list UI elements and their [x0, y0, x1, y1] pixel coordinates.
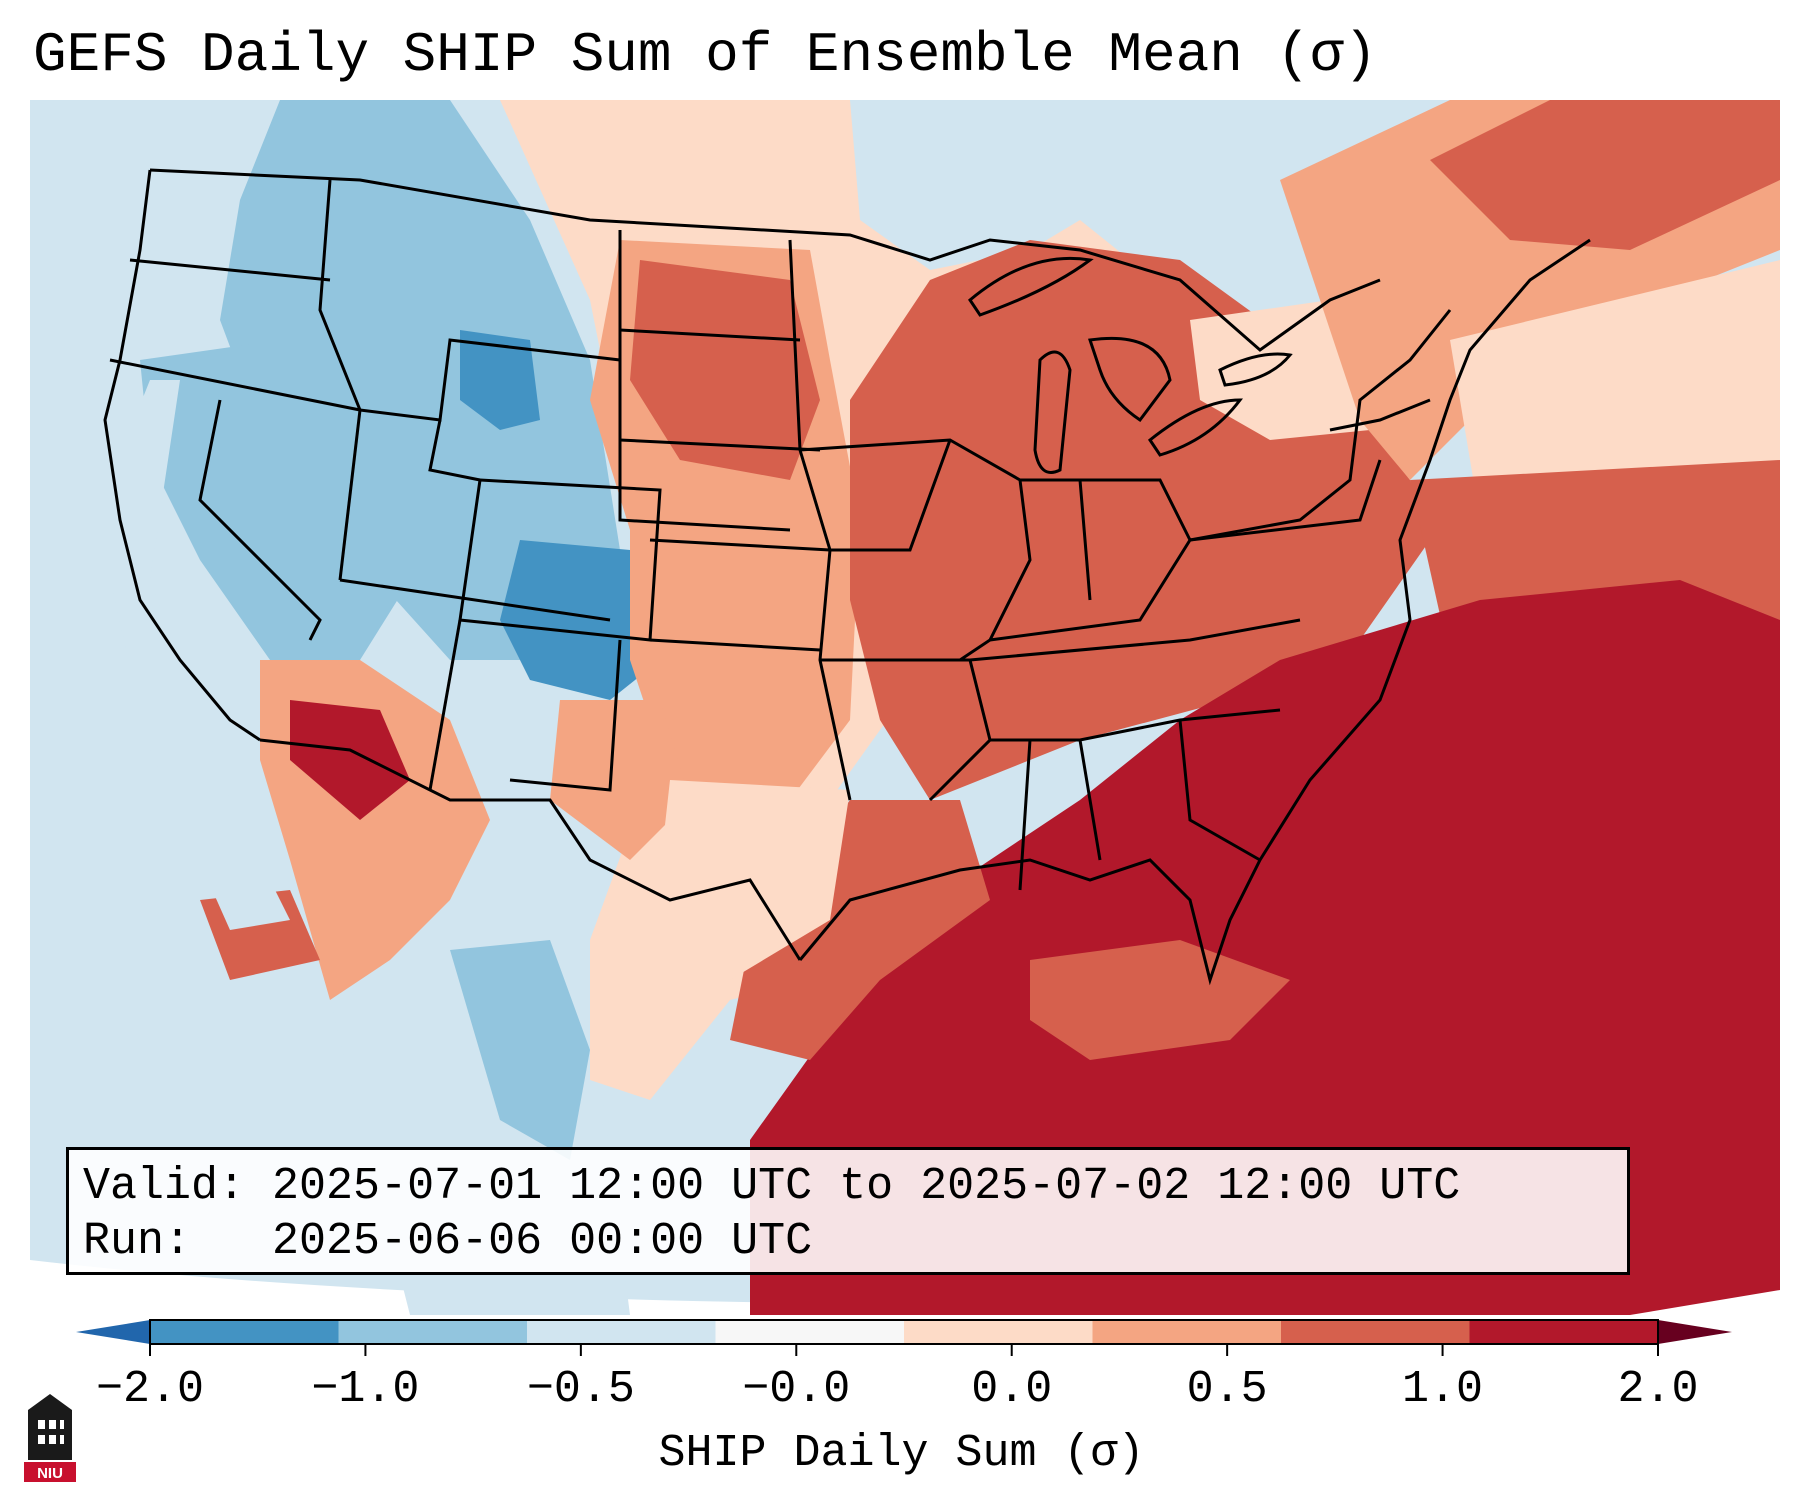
colorbar-segments	[150, 1320, 1659, 1344]
ca-nv	[198, 399, 322, 641]
anomaly-area-idaho-wyoming	[220, 100, 620, 660]
colorbar-segment	[1281, 1320, 1470, 1344]
colorbar-tick-label: 0.5	[1186, 1364, 1268, 1415]
logo-text: NIU	[37, 1465, 63, 1482]
southeast-states	[969, 618, 1301, 891]
colorbar-segment	[1092, 1320, 1282, 1344]
anomaly-area-maine-quebec	[1430, 100, 1780, 250]
colorbar-tick-label: −1.0	[311, 1364, 420, 1415]
anomaly-area-texas-coast	[730, 800, 990, 1060]
lake-superior	[968, 256, 1094, 317]
logo-banner	[24, 1462, 76, 1482]
colorbar	[76, 1319, 1732, 1356]
colorbar-segment	[715, 1320, 905, 1344]
nv-ut	[338, 409, 362, 581]
plains-horizontals	[619, 328, 831, 652]
us-mexico-border	[259, 738, 802, 961]
colorbar-frame	[149, 1319, 1659, 1345]
az-nm	[428, 619, 462, 791]
colorbar-over-arrow	[1658, 1320, 1732, 1344]
colorbar-tick-label: −0.0	[742, 1364, 851, 1415]
wa-or	[129, 258, 331, 282]
nm-tx	[509, 639, 622, 792]
state-boundaries	[103, 168, 1591, 986]
anomaly-area-wyoming-core	[460, 330, 540, 430]
anomaly-area-mexico-blue	[450, 940, 590, 1160]
colorbar-segment	[338, 1320, 528, 1344]
lake-huron	[1088, 336, 1172, 423]
colorbar-segment	[150, 1320, 339, 1344]
id-west	[318, 179, 362, 411]
info-box: Valid: 2025-07-01 12:00 UTC to 2025-07-0…	[66, 1147, 1630, 1275]
anomaly-area-new-mexico	[550, 700, 690, 860]
valid-value: 2025-07-01 12:00 UTC to 2025-07-02 12:00…	[272, 1161, 1461, 1212]
west-coast	[103, 169, 261, 742]
run-value: 2025-06-06 00:00 UTC	[272, 1216, 813, 1267]
colorbar-segment	[904, 1320, 1093, 1344]
colorbar-segment	[527, 1320, 716, 1344]
valid-label: Valid:	[83, 1161, 246, 1212]
map-title: GEFS Daily SHIP Sum of Ensemble Mean (σ)	[33, 23, 1378, 87]
great-lakes	[968, 256, 1293, 474]
anomaly-area-gulf-medium	[1030, 940, 1290, 1060]
lake-michigan	[1033, 350, 1072, 474]
nd-sd-ne-ks	[618, 230, 791, 532]
colorbar-tick-label: 2.0	[1617, 1364, 1699, 1415]
lake-erie	[1147, 398, 1244, 457]
colorbar-ticks	[149, 1344, 1659, 1356]
wy-co-ut	[428, 419, 481, 482]
anomaly-map	[30, 100, 1780, 1315]
anomaly-area-arizona-core	[290, 700, 410, 820]
midwest-states	[799, 438, 1032, 802]
colorbar-label: SHIP Daily Sum (σ)	[658, 1428, 1145, 1479]
colorbar-tick-label: 0.0	[971, 1364, 1053, 1415]
anomaly-area-southeast-core	[750, 580, 1780, 1315]
colorbar-segment	[1469, 1320, 1659, 1344]
colorbar-under-arrow	[76, 1320, 150, 1344]
logo-windows	[38, 1420, 64, 1444]
ut-az	[339, 578, 611, 622]
us-canada-border	[149, 168, 1381, 352]
run-label: Run:	[83, 1216, 192, 1267]
niu-logo: NIU	[24, 1394, 76, 1482]
or-ca-nv	[109, 358, 361, 412]
mt-wy-id	[359, 338, 621, 422]
colorbar-tick-label: −2.0	[95, 1364, 205, 1415]
colorbar-tick-label: −0.5	[526, 1364, 635, 1415]
lake-ontario	[1218, 352, 1293, 387]
anomaly-area-dakotas-nebraska	[630, 260, 820, 480]
colorbar-tick-label: 1.0	[1402, 1364, 1484, 1415]
anomaly-field	[110, 100, 1780, 1315]
anomaly-area-west-coast-light	[110, 380, 290, 930]
northeast-states	[1189, 309, 1452, 542]
